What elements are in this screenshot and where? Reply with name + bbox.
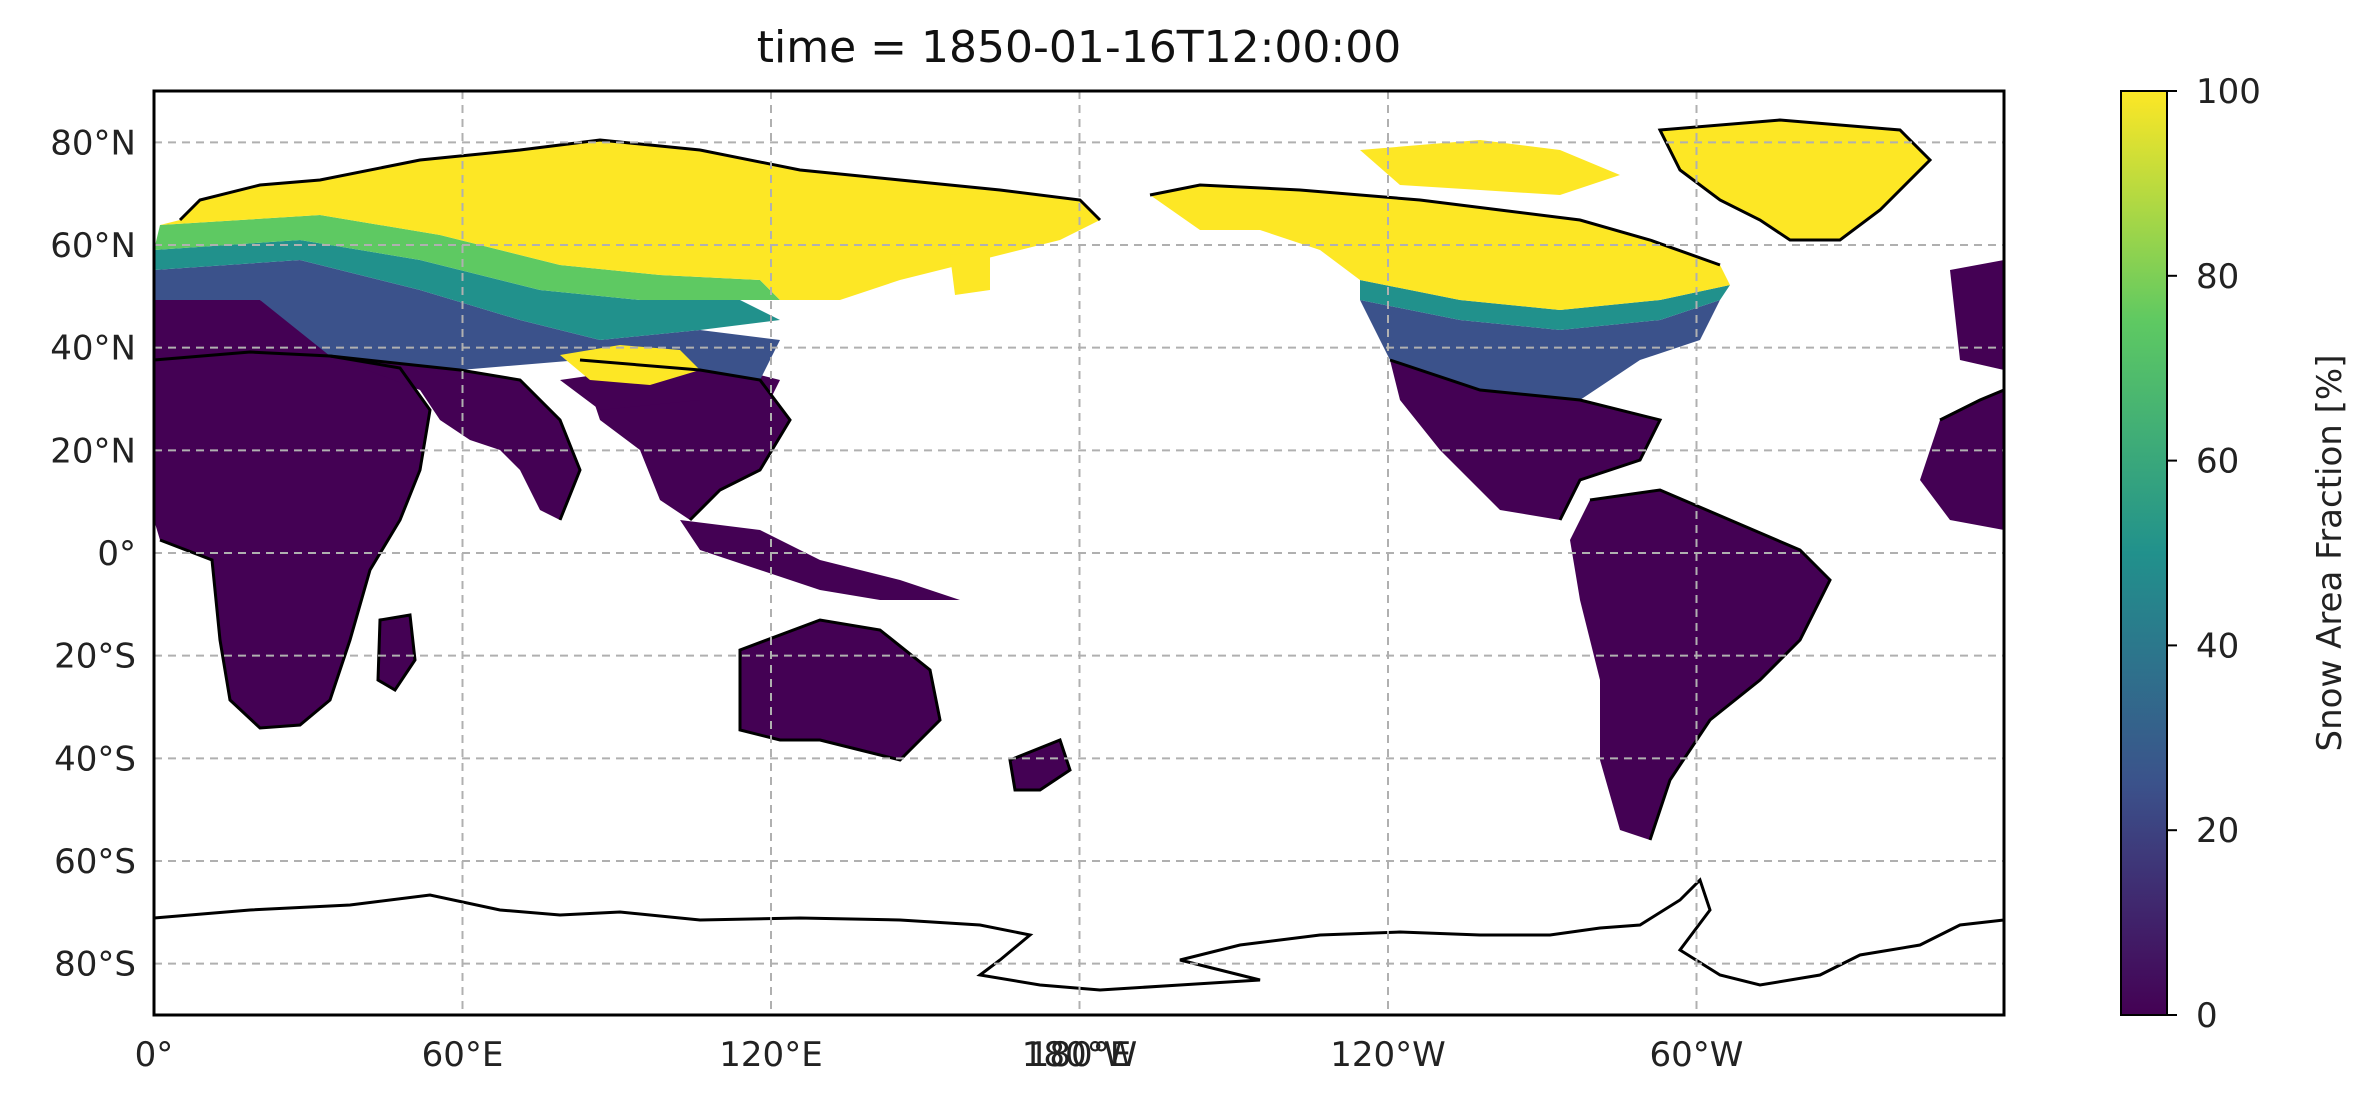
colorbar-tick-label: 100	[2196, 72, 2261, 112]
middle-east-india	[330, 356, 580, 520]
map-area	[154, 91, 2004, 1015]
antarctica-coastline	[154, 877, 2004, 992]
lat-tick-label: 80°S	[54, 945, 136, 985]
new-zealand	[1010, 740, 1070, 790]
colorbar-ticks: 0 20 40 60 80 100	[2167, 72, 2261, 1036]
gridlines	[154, 91, 2004, 1015]
north-america	[1150, 185, 1730, 310]
west-africa-right	[1920, 390, 2004, 530]
lon-tick-label: 120°E	[719, 1035, 822, 1075]
south-america	[1570, 490, 1830, 840]
lat-tick-label: 40°N	[50, 329, 136, 369]
lon-tick-label: 180°W	[1022, 1035, 1138, 1075]
lon-tick-label: 180°E	[1028, 1035, 1131, 1075]
colorbar	[2120, 90, 2168, 1016]
lat-tick-label: 60°N	[50, 226, 136, 266]
lat-tick-label: 20°N	[50, 431, 136, 471]
usa-south-mexico	[1390, 360, 1660, 520]
africa	[154, 352, 430, 728]
indonesia	[680, 520, 960, 600]
colorbar-tick-label: 20	[2196, 811, 2239, 851]
kamchatka	[950, 250, 990, 295]
coastlines	[154, 118, 2004, 841]
lat-tick-label: 40°S	[54, 739, 136, 779]
greenland	[1660, 120, 1930, 240]
lon-tick-label: 60°W	[1650, 1035, 1744, 1075]
colorbar-tick-label: 0	[2196, 996, 2218, 1036]
land-snow-covered	[160, 120, 1930, 385]
lat-tick-label: 20°S	[54, 637, 136, 677]
map-title: time = 1850-01-16T12:00:00	[756, 22, 1402, 73]
lon-tick-label: 120°W	[1330, 1035, 1446, 1075]
colorbar-tick-label: 60	[2196, 442, 2239, 482]
madagascar	[378, 615, 415, 690]
colorbar-tick-label: 80	[2196, 257, 2239, 297]
canadian-arctic	[1360, 140, 1620, 195]
lat-tick-label: 0°	[97, 534, 136, 574]
lat-tick-label: 60°S	[54, 842, 136, 882]
colorbar-label: Snow Area Fraction [%]	[2310, 354, 2350, 752]
latitude-labels: 80°N 60°N 40°N 20°N 0° 20°S 40°S 60°S 80°S	[50, 123, 136, 984]
map-frame	[152, 89, 2006, 1017]
lat-tick-label: 80°N	[50, 123, 136, 163]
eurasia-north	[160, 140, 1100, 300]
iberia-right	[1950, 260, 2004, 370]
colorbar-tick-label: 40	[2196, 626, 2239, 666]
lon-tick-label: 60°E	[422, 1035, 504, 1075]
lon-tick-label: 0°	[135, 1035, 174, 1075]
